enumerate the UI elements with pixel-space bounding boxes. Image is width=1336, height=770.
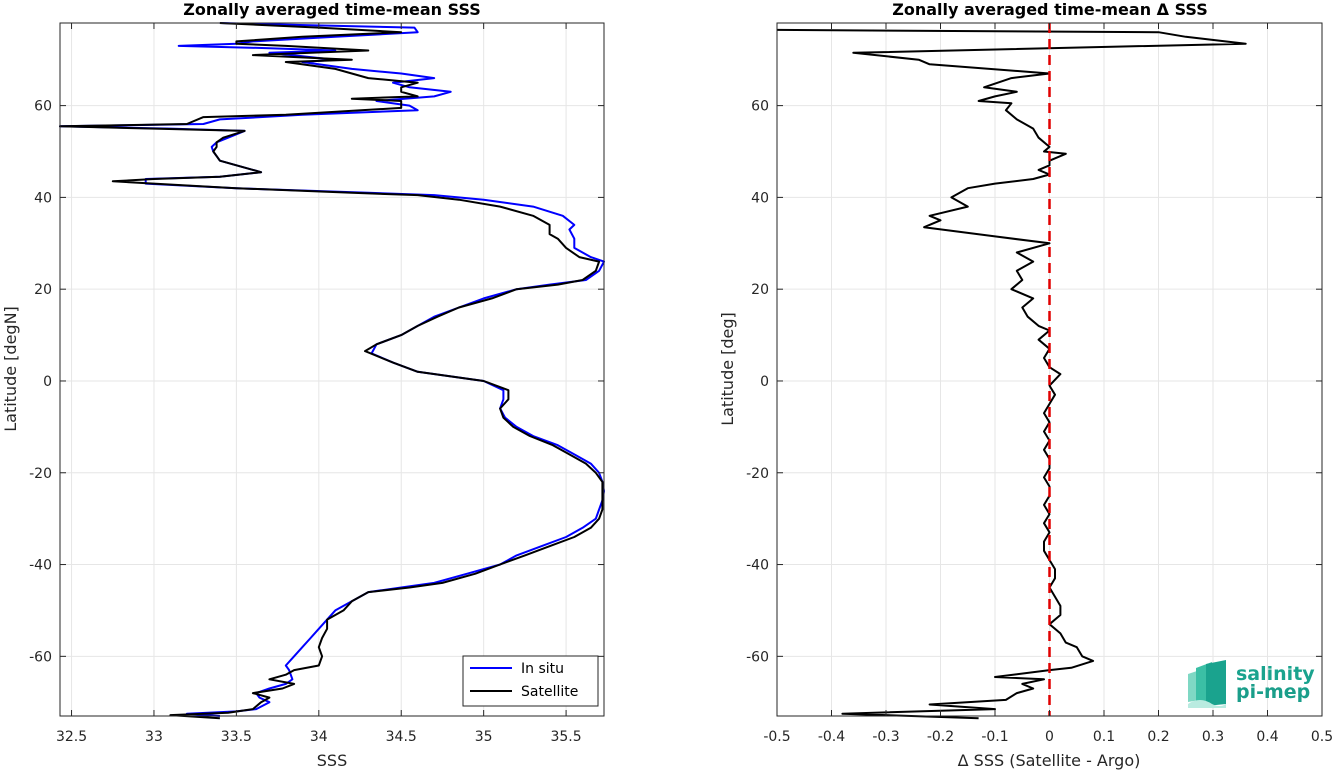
legend-box xyxy=(462,655,599,707)
right-x-tick-label: 0.1 xyxy=(1093,729,1115,745)
right-x-tick-label: -0.5 xyxy=(763,729,790,745)
salinity-pi-mep-logo: salinity pi-mep xyxy=(1188,660,1315,708)
right-x-tick-label: -0.2 xyxy=(927,729,954,745)
right-series-line-0 xyxy=(776,28,1247,720)
left-x-tick-label: 33 xyxy=(145,729,163,745)
left-legend: In situ Satellite xyxy=(462,655,599,707)
right-series-group xyxy=(776,23,1247,720)
legend-label-satellite: Satellite xyxy=(521,684,578,700)
right-y-tick-label: 20 xyxy=(751,282,769,298)
right-y-tick-label: 0 xyxy=(760,374,769,390)
right-tick-labels: -0.5 -0.4 -0.3 -0.2 -0.1 0 0.1 0.2 0.3 0.4 0.5 -60 -… xyxy=(746,23,1333,745)
right-panel: Zonally averaged time-mean Δ SSS -0.5 -0.… xyxy=(718,0,1333,770)
left-series-line-satellite xyxy=(59,22,604,720)
logo-text-line1: salinity xyxy=(1236,663,1315,685)
right-x-tick-label: 0.2 xyxy=(1147,729,1169,745)
right-x-tick-label: 0.4 xyxy=(1256,729,1278,745)
left-y-tick-label: 60 xyxy=(34,99,52,115)
left-x-tick-label: 35 xyxy=(475,729,493,745)
left-chart-title: Zonally averaged time-mean SSS xyxy=(183,0,481,19)
left-x-axis-label: SSS xyxy=(317,751,347,770)
right-x-axis-label: Δ SSS (Satellite - Argo) xyxy=(958,751,1141,770)
logo-mark-icon xyxy=(1188,660,1226,708)
left-series-group xyxy=(59,22,605,720)
right-x-tick-label: 0.3 xyxy=(1202,729,1224,745)
left-y-tick-label: 40 xyxy=(34,190,52,206)
right-y-tick-label: 40 xyxy=(751,190,769,206)
right-x-tick-label: -0.1 xyxy=(981,729,1008,745)
left-x-tick-label: 35.5 xyxy=(550,729,581,745)
logo-text-line2: pi-mep xyxy=(1236,681,1310,703)
left-tick-labels: 32.5 33 33.5 34 34.5 35 35.5 -60 -40 -20 0 20 40 60 xyxy=(29,23,604,745)
right-x-tick-label: -0.3 xyxy=(872,729,899,745)
right-y-tick-label: 60 xyxy=(751,99,769,115)
right-chart-title: Zonally averaged time-mean Δ SSS xyxy=(892,0,1208,19)
left-panel: Zonally averaged time-mean SSS 32.5 33 33.… xyxy=(1,0,605,770)
left-x-tick-label: 34 xyxy=(310,729,328,745)
right-y-tick-label: -60 xyxy=(746,649,769,665)
right-y-tick-label: -40 xyxy=(746,558,769,574)
right-y-tick-label: -20 xyxy=(746,466,769,482)
right-y-axis-label: Latitude [deg] xyxy=(718,312,737,426)
left-y-tick-label: -20 xyxy=(29,466,52,482)
left-y-tick-label: -60 xyxy=(29,649,52,665)
left-x-tick-label: 32.5 xyxy=(56,729,87,745)
left-y-axis-label: Latitude [degN] xyxy=(1,306,20,432)
left-gridlines xyxy=(60,23,604,716)
left-y-tick-label: -40 xyxy=(29,558,52,574)
right-x-tick-label: -0.4 xyxy=(818,729,845,745)
left-x-tick-label: 34.5 xyxy=(386,729,417,745)
left-x-tick-label: 33.5 xyxy=(221,729,252,745)
left-plot-frame xyxy=(59,22,605,717)
right-x-tick-label: 0 xyxy=(1045,729,1054,745)
left-y-tick-label: 20 xyxy=(34,282,52,298)
left-series-line-in-situ xyxy=(59,22,605,717)
legend-label-in-situ: In situ xyxy=(521,661,564,677)
right-x-tick-label: 0.5 xyxy=(1311,729,1333,745)
left-y-tick-label: 0 xyxy=(43,374,52,390)
